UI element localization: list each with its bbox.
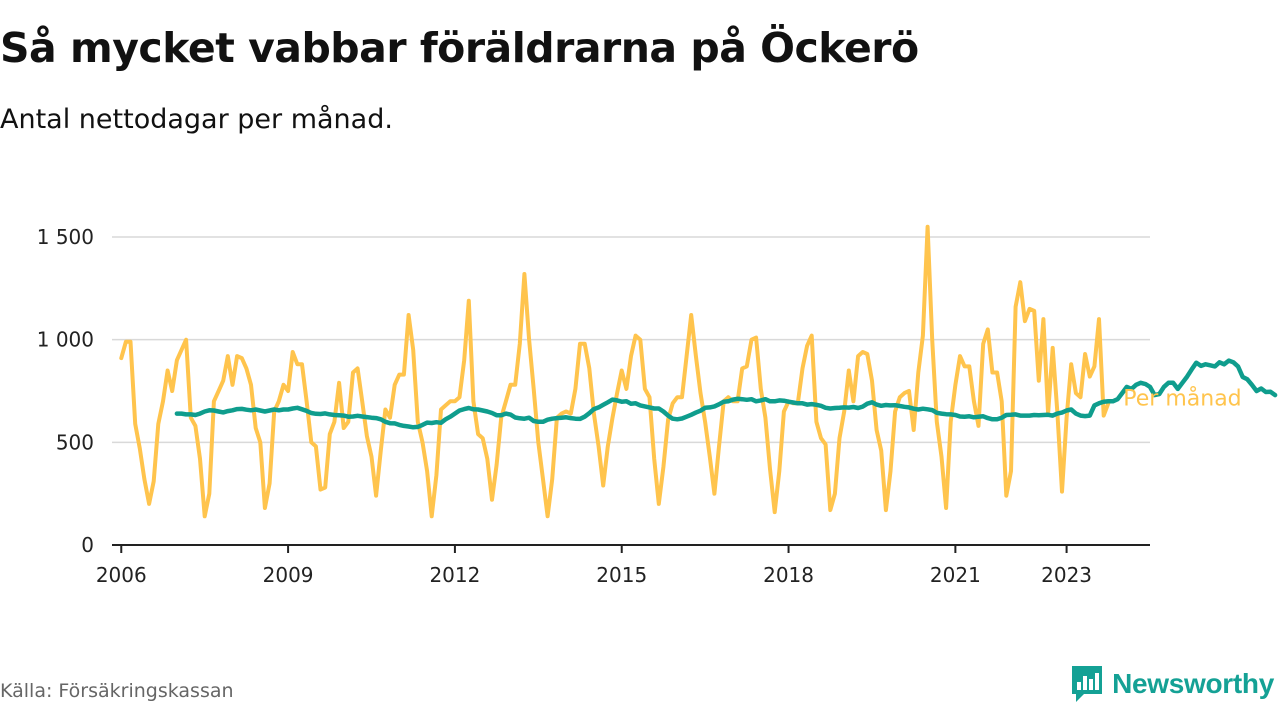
x-axis: 2006 2009 2012 2015 2018 2021 2023 <box>96 544 1150 587</box>
x-tick-label: 2012 <box>429 563 480 587</box>
chart-subtitle: Antal nettodagar per månad. <box>0 104 393 135</box>
x-tick-label: 2006 <box>96 563 147 587</box>
y-tick-label: 1 500 <box>37 225 94 249</box>
monthly-series-line <box>119 224 1111 519</box>
source-credit: Källa: Försäkringskassan <box>0 680 234 702</box>
chart-title: Så mycket vabbar föräldrarna på Öckerö <box>0 24 919 72</box>
x-tick-label: 2009 <box>263 563 314 587</box>
x-tick-label: 2018 <box>763 563 814 587</box>
bar-chart-speech-bubble-icon <box>1072 666 1103 702</box>
y-tick-label: 1 000 <box>37 328 94 352</box>
series-labels: TrendPer månad <box>1123 385 1241 411</box>
series-lines <box>119 224 1278 519</box>
gridlines <box>112 236 1150 444</box>
x-tick-label: 2015 <box>596 563 647 587</box>
y-tick-label: 500 <box>56 430 94 454</box>
brand-name: Newsworthy <box>1112 668 1274 699</box>
trend-series-line <box>174 358 1278 430</box>
brand-logo[interactable]: Newsworthy <box>1070 664 1274 704</box>
y-axis-ticks: 0 500 1 000 1 500 <box>37 225 94 557</box>
x-tick-label: 2023 <box>1041 563 1092 587</box>
y-tick-label: 0 <box>81 533 94 557</box>
monthly-series-label: Per månad <box>1123 385 1241 411</box>
x-tick-label: 2021 <box>930 563 981 587</box>
